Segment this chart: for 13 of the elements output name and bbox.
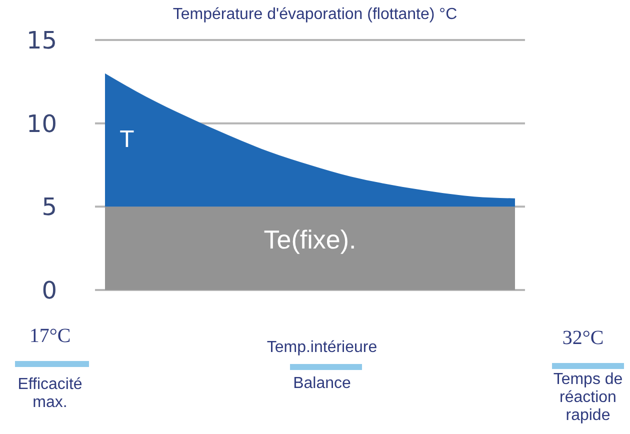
text: 32°C <box>562 327 604 349</box>
series-label: T <box>120 126 134 154</box>
text: 17°C <box>29 325 71 347</box>
text: Balance <box>293 375 351 393</box>
y-tick-label: 15 <box>26 26 57 55</box>
text: Temps de réaction rapide <box>552 371 624 425</box>
y-tick-label: 10 <box>26 110 57 138</box>
text: Efficacité max. <box>16 376 84 412</box>
x-axis-title: Temp.intérieure <box>266 339 378 357</box>
series-label: Te(fixe). <box>264 224 356 256</box>
y-tick-label: 5 <box>42 193 57 222</box>
chart-title: Température d'évaporation (flottante) °C <box>172 6 458 24</box>
y-tick-label: 0 <box>42 276 57 305</box>
